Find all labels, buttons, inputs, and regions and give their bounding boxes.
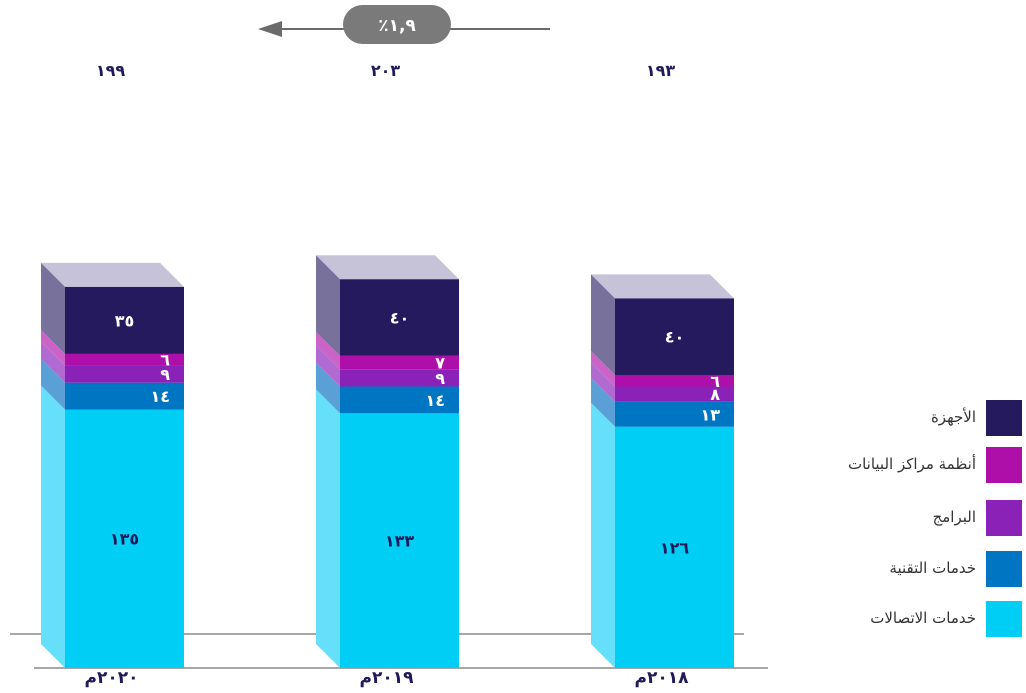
legend-label: خدمات التقنية — [889, 559, 976, 577]
bar-side-segment — [591, 403, 615, 668]
category-label: ٢٠١٩م — [360, 668, 415, 688]
legend-swatch — [986, 447, 1022, 483]
bar-side-segment — [41, 385, 65, 668]
bar-value-label: ٤٠ — [390, 309, 410, 328]
legend-item-software: البرامج — [800, 500, 1022, 536]
bar-value-label: ٤٠ — [665, 328, 685, 347]
bar-side-segment — [316, 389, 340, 668]
bar-value-label: ١٣ — [700, 405, 720, 424]
bar-total-label: ١٩٩ — [96, 61, 126, 80]
bar-value-label: ١٤ — [150, 387, 170, 406]
bar-total-label: ١٩٣ — [646, 61, 676, 80]
bar-top-face — [41, 263, 184, 287]
legend-label: الأجهزة — [931, 408, 976, 426]
bar-value-label: ١٤ — [425, 391, 445, 410]
legend-item-devices: الأجهزة — [800, 400, 1022, 436]
bar-total-label: ٢٠٣ — [371, 61, 401, 80]
bar-value-label: ١٢٦ — [660, 538, 690, 557]
bar-value-label: ١٣٣ — [385, 532, 415, 551]
legend-item-telecom: خدمات الاتصالات — [800, 601, 1022, 637]
legend-item-datacenter: أنظمة مراكز البيانات — [800, 447, 1022, 483]
legend-swatch — [986, 551, 1022, 587]
bar-top-face — [591, 274, 734, 298]
legend-swatch — [986, 400, 1022, 436]
bar-value-label: ٧ — [435, 354, 445, 373]
category-label: ٢٠١٨م — [635, 668, 690, 688]
legend-label: البرامج — [933, 508, 976, 526]
growth-rate-label: ٪١,٩ — [378, 16, 416, 36]
bar-top-face — [316, 255, 459, 279]
legend-label: أنظمة مراكز البيانات — [848, 455, 976, 473]
bar-value-label: ١٣٥ — [110, 530, 139, 549]
category-label: ٢٠٢٠م — [85, 668, 139, 688]
legend-label: خدمات الاتصالات — [870, 609, 976, 627]
arrow-left-icon — [258, 21, 282, 37]
legend-swatch — [986, 500, 1022, 536]
bar-value-label: ٣٥ — [115, 311, 135, 330]
legend-swatch — [986, 601, 1022, 637]
legend-item-it-services: خدمات التقنية — [800, 551, 1022, 587]
